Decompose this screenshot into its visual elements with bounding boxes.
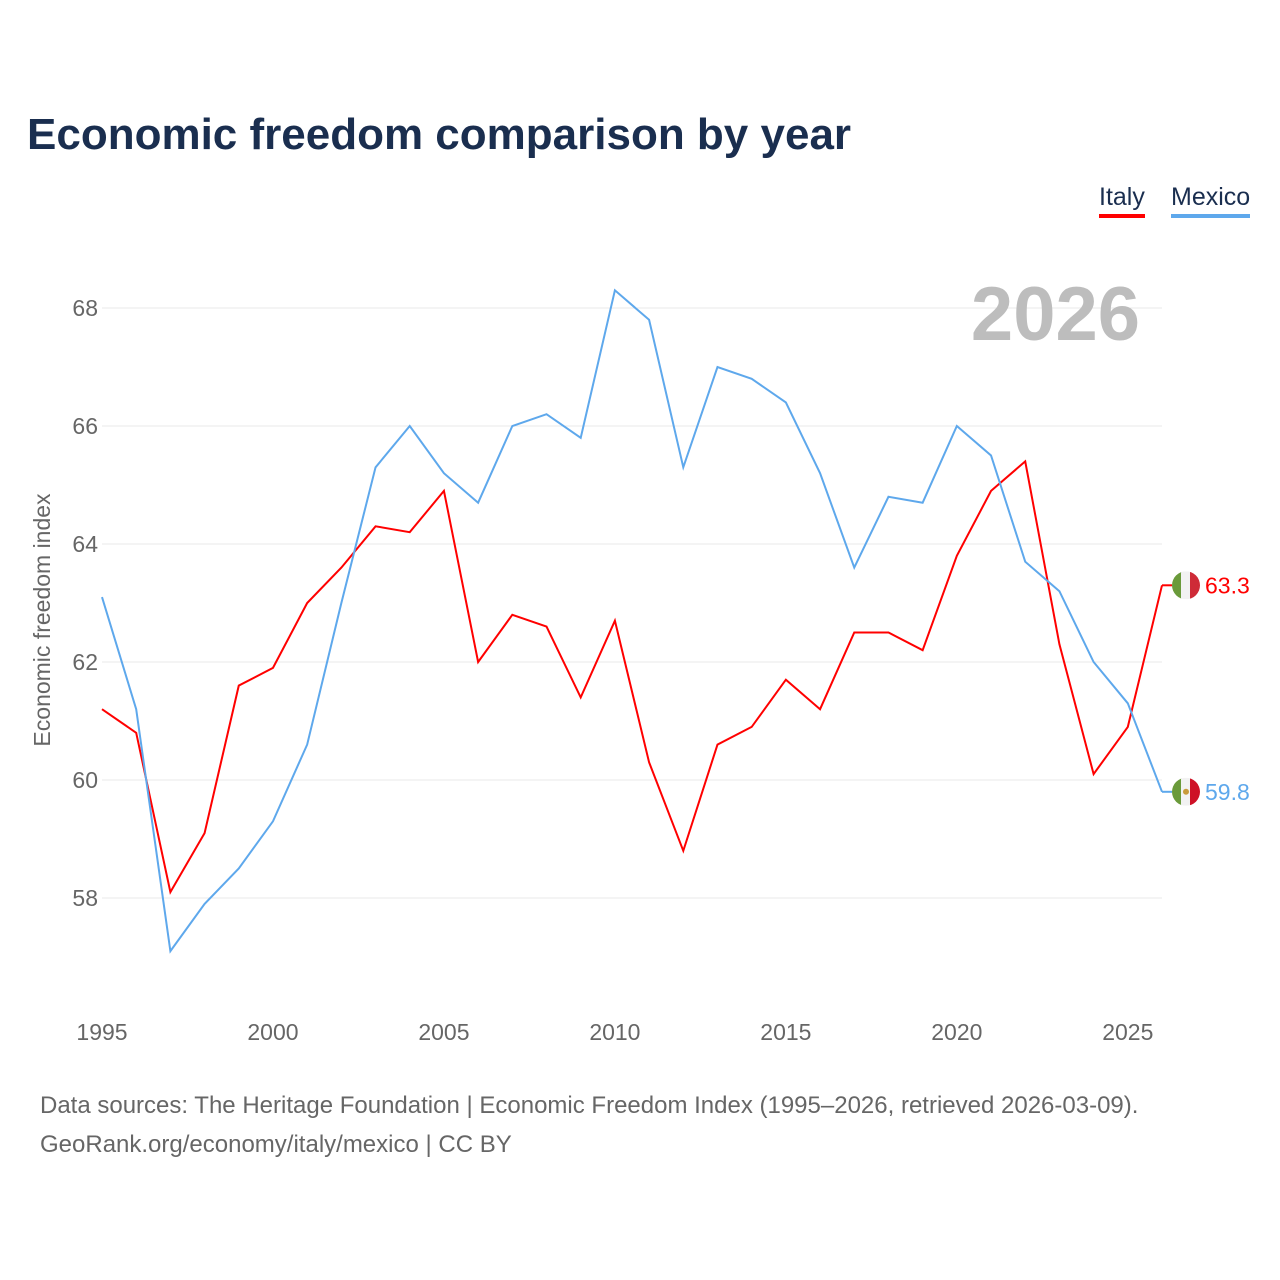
end-value-label: 59.8: [1205, 779, 1250, 805]
end-value-label: 63.3: [1205, 572, 1250, 598]
legend-mexico[interactable]: Mexico: [1171, 183, 1251, 218]
source-link[interactable]: GeoRank.org/economy/italy/mexico | CC BY: [40, 1131, 512, 1158]
x-tick-label: 2015: [760, 1019, 811, 1045]
italy-flag-icon: [1172, 571, 1200, 600]
data-source-text: Data sources: The Heritage Foundation | …: [40, 1092, 1139, 1119]
x-tick-label: 2005: [418, 1019, 469, 1045]
x-tick-label: 2020: [931, 1019, 982, 1045]
legend-italy[interactable]: Italy: [1099, 183, 1145, 218]
x-tick-label: 1995: [76, 1019, 127, 1045]
chart-title: Economic freedom comparison by year: [27, 110, 852, 159]
year-watermark: 2026: [971, 272, 1140, 357]
x-tick-label: 2025: [1102, 1019, 1153, 1045]
y-tick-label: 58: [72, 885, 98, 911]
series-line-mexico: [101, 288, 1163, 954]
y-tick-label: 60: [72, 767, 98, 793]
x-tick-label: 2010: [589, 1019, 640, 1045]
footer: Data sources: The Heritage Foundation | …: [40, 1086, 1138, 1164]
x-tick-label: 2000: [247, 1019, 298, 1045]
y-tick-label: 64: [72, 531, 98, 557]
y-tick-label: 66: [72, 413, 98, 439]
y-tick-label: 68: [72, 295, 98, 321]
y-tick-label: 62: [72, 649, 98, 675]
series-line-italy: [101, 459, 1163, 895]
mexico-flag-icon: [1172, 777, 1200, 806]
y-axis-label: Economic freedom index: [29, 493, 55, 747]
